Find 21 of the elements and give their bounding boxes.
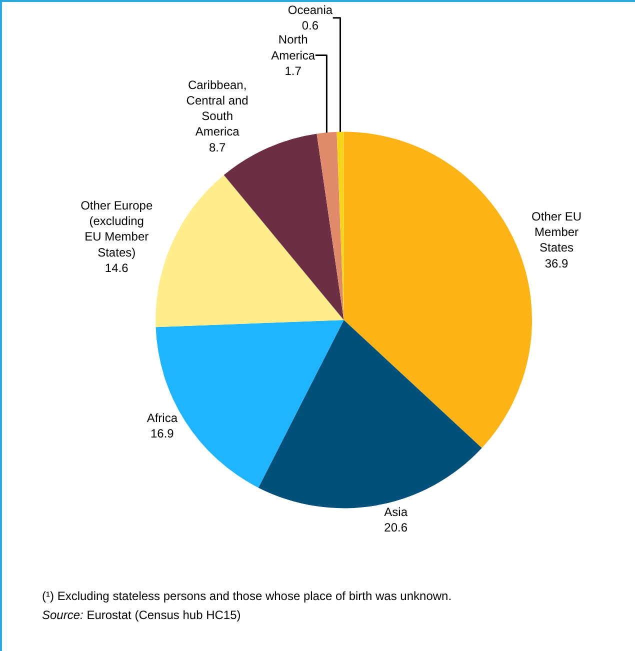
data-label: 0.6: [302, 18, 319, 33]
pie-slice: [316, 132, 344, 320]
data-label: 20.6: [384, 520, 408, 534]
data-label: 36.9: [544, 256, 569, 270]
pie-slice: [336, 132, 344, 320]
data-label: 16.9: [150, 426, 174, 440]
slice-label: Asia: [384, 504, 408, 519]
data-label: 1.7: [284, 64, 302, 78]
source-note: Source: Eurostat (Census hub HC15): [42, 608, 241, 622]
slice-label: Other EU Member States: [532, 209, 582, 255]
data-label: 14.6: [104, 260, 129, 275]
slice-label: Other Europe (excluding EU Member States): [80, 198, 153, 260]
slice-label: Caribbean, Central and South America: [186, 78, 248, 139]
pie-slice: [156, 174, 344, 328]
text: (¹) Excluding stateless persons and those whose place of birth was unknown.: [42, 589, 452, 603]
slice-label: Africa: [146, 410, 178, 425]
slice-label: Oceania: [288, 3, 333, 18]
pie-slice: [344, 132, 532, 448]
data-label: 8.7: [208, 140, 226, 154]
slice-label: North America: [271, 32, 316, 62]
pie-slice: [258, 320, 482, 508]
